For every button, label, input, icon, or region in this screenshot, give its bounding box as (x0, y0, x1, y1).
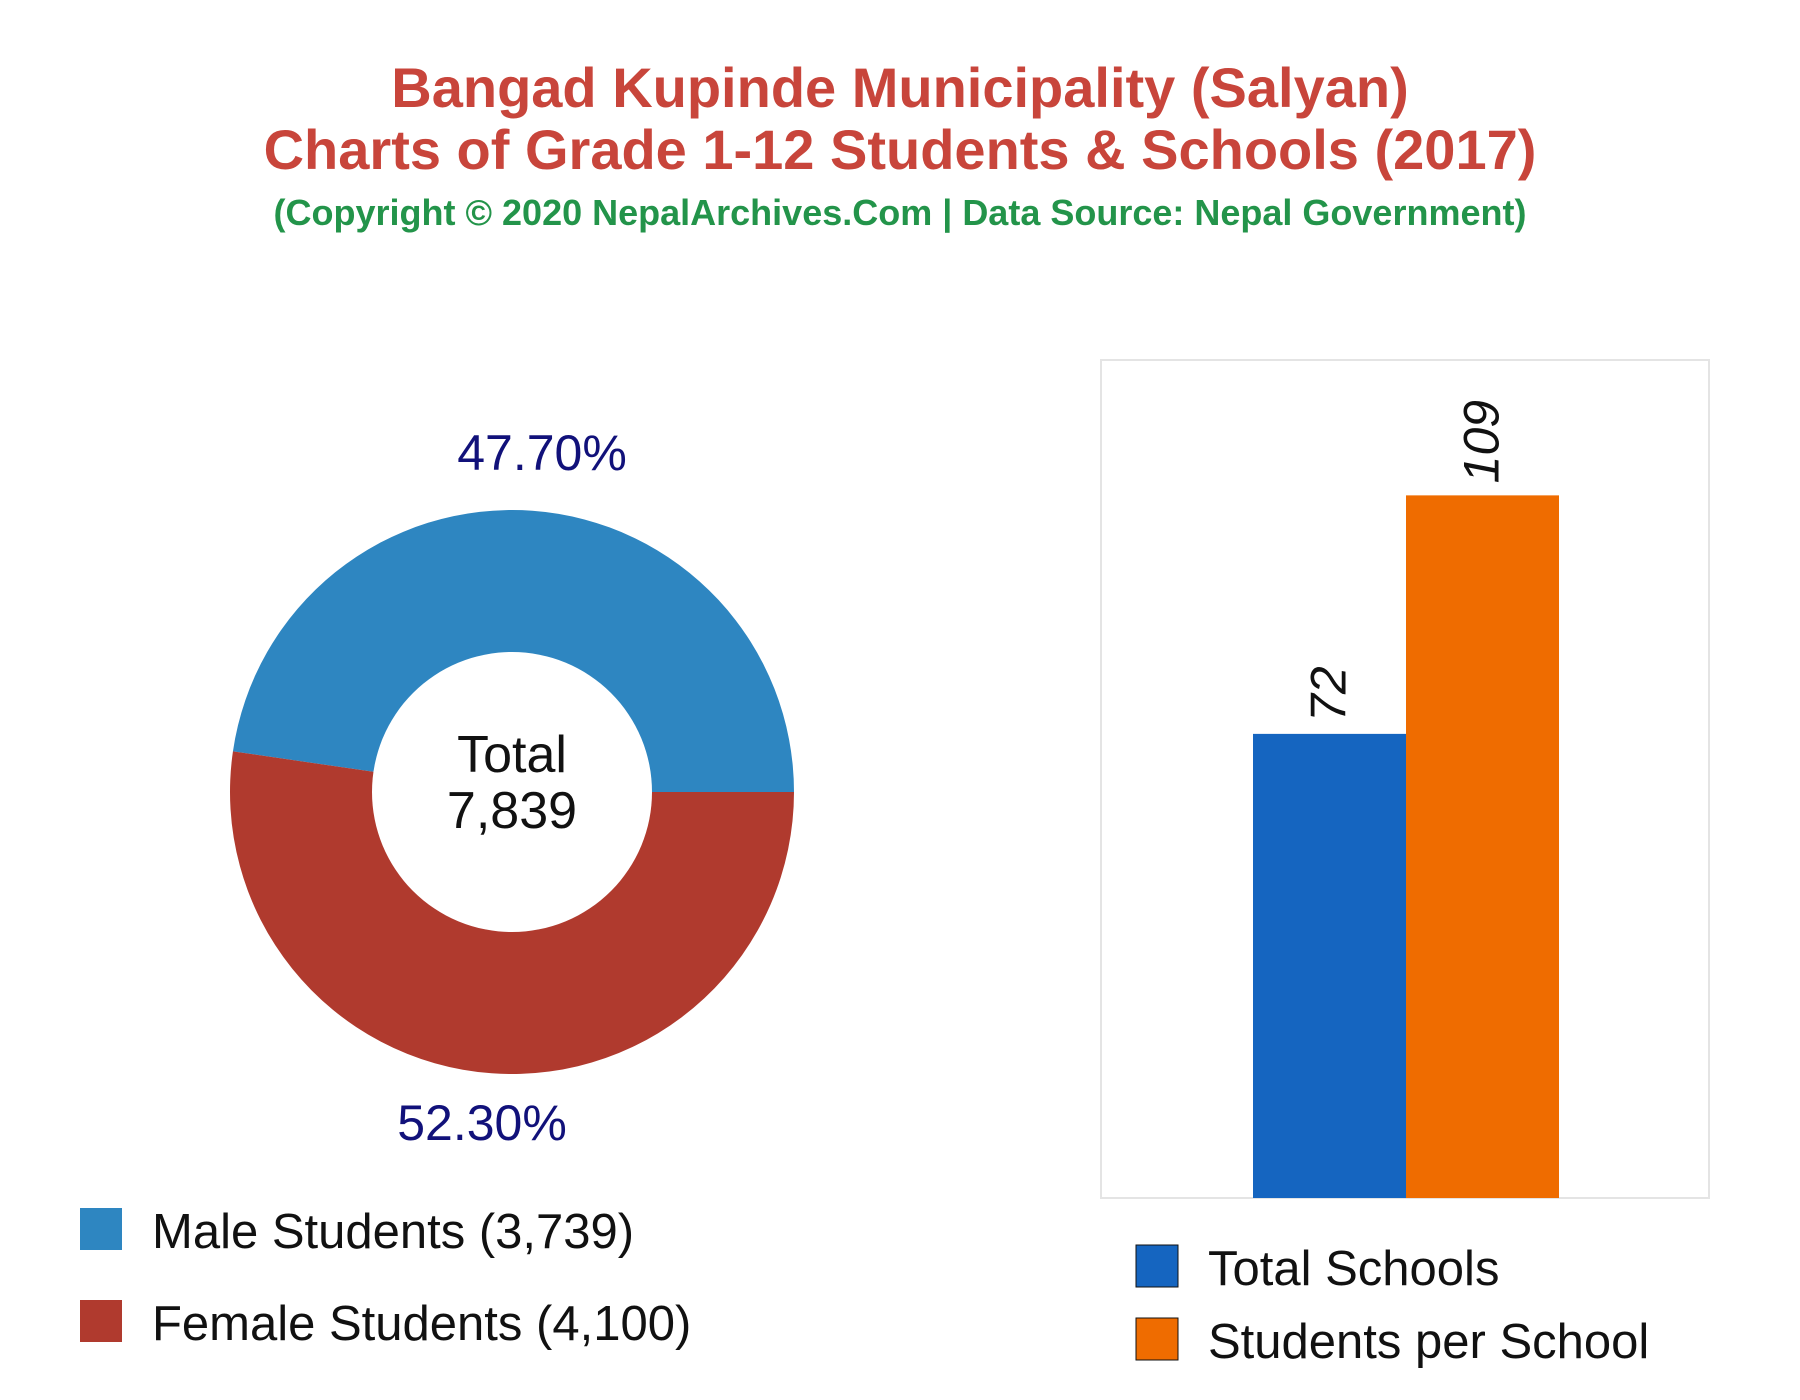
legend-swatch-female (80, 1300, 122, 1342)
chart-subtitle: (Copyright © 2020 NepalArchives.Com | Da… (273, 192, 1527, 233)
legend-students-per-school-label: Students per School (1208, 1315, 1649, 1369)
bar-value-label-students-per-school: 109 (1454, 400, 1510, 483)
donut-slice-male (232, 510, 794, 792)
male-percent-label: 47.70% (457, 425, 627, 481)
donut-center-label: Total (457, 726, 567, 784)
chart-title-line1: Bangad Kupinde Municipality (Salyan) (391, 56, 1409, 119)
legend-female-label: Female Students (4,100) (152, 1297, 691, 1351)
chart-title-line2: Charts of Grade 1-12 Students & Schools … (263, 118, 1537, 181)
bar-value-label-total-schools: 72 (1301, 666, 1357, 722)
donut-chart: Total 7,839 47.70% 52.30% (229, 425, 794, 1151)
female-percent-label: 52.30% (397, 1095, 567, 1151)
legend-total-schools-label: Total Schools (1208, 1242, 1499, 1296)
bar-students-per-school (1406, 495, 1559, 1198)
legend-swatch-students-per-school (1135, 1317, 1179, 1361)
bar-chart: 72 109 (1100, 359, 1710, 1199)
legend-male-label: Male Students (3,739) (152, 1205, 634, 1259)
legend-swatch-male (80, 1208, 122, 1250)
legend-swatch-total-schools (1135, 1244, 1179, 1288)
donut-center-value: 7,839 (447, 782, 577, 840)
bar-legend: Total Schools Students per School (1135, 1242, 1649, 1369)
bar-total-schools (1253, 733, 1406, 1198)
donut-legend: Male Students (3,739) Female Students (4… (80, 1205, 691, 1351)
bars: 72 109 (1253, 400, 1559, 1198)
donut-hole (372, 652, 652, 932)
